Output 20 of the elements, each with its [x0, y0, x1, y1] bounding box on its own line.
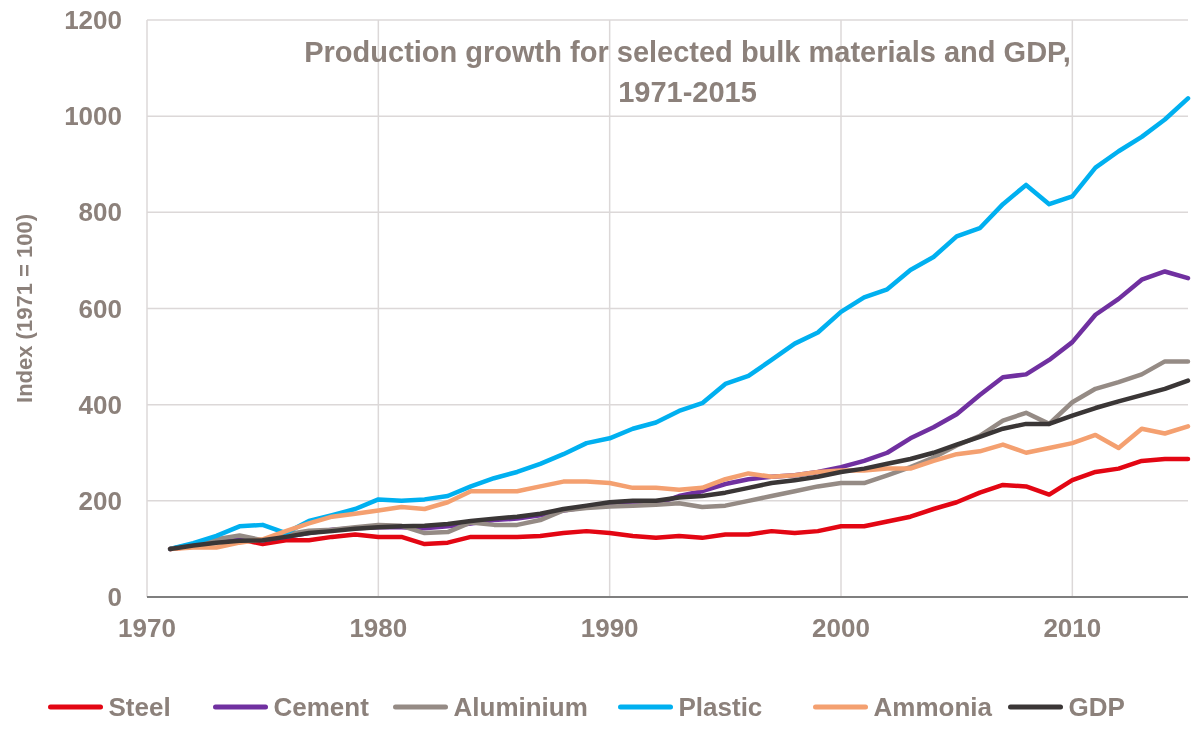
y-tick-label: 400 — [78, 389, 122, 420]
y-tick-label: 600 — [78, 293, 122, 324]
legend-label: Plastic — [678, 692, 763, 722]
text: Production growth for selected bulk materials and GDP, 1971-2015 — [304, 36, 1071, 108]
y-tick-label: 0 — [107, 582, 122, 612]
legend-label: Steel — [108, 692, 171, 722]
y-tick-label: 200 — [78, 485, 122, 516]
legend-label: Ammonia — [873, 692, 993, 722]
legend-label: Cement — [273, 692, 370, 722]
x-tick-label: 1990 — [580, 613, 639, 643]
x-tick-label: 2010 — [1043, 613, 1102, 643]
x-tick-label: 1980 — [349, 613, 408, 643]
legend-label: Aluminium — [453, 692, 588, 722]
y-axis-title: Index (1971 = 100) — [12, 214, 37, 403]
y-tick-label: 1200 — [64, 5, 122, 35]
y-tick-label: 800 — [78, 197, 122, 228]
x-tick-label: 2000 — [812, 613, 870, 643]
y-tick-label: 1000 — [64, 101, 122, 132]
legend-label: GDP — [1068, 692, 1125, 722]
x-tick-label: 1970 — [118, 613, 176, 643]
